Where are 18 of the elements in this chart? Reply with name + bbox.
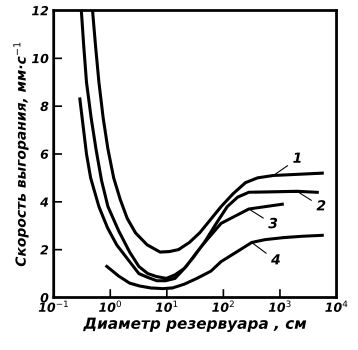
x-tick-label: 10$^{0}$ (99, 300, 122, 312)
y-axis-title: Скорость выгорания, мм·с$^{−1}$ (13, 42, 29, 266)
y-tick-label: 4 (40, 197, 48, 207)
x-tick-label: 10$^{2}$ (212, 300, 234, 312)
y-tick-label: 6 (40, 149, 48, 159)
legend-label: 2 (316, 200, 326, 210)
x-tick-label: 10$^{1}$ (156, 300, 178, 312)
y-tick-label: 12 (32, 6, 48, 16)
y-tick-label: 2 (40, 245, 48, 254)
series-label: 1 (293, 152, 301, 163)
y-tick-label: 10 (32, 54, 48, 64)
legend-label: 3 (268, 218, 278, 228)
y-tick-label: 8 (40, 102, 48, 112)
x-tick-label: 10$^{4}$ (325, 300, 348, 312)
y-tick-label: 0 (40, 292, 48, 302)
x-axis-title: Диаметр резервуара , см (83, 318, 306, 332)
x-tick-label: 10$^{3}$ (268, 300, 291, 312)
legend-label: 4 (271, 254, 280, 264)
